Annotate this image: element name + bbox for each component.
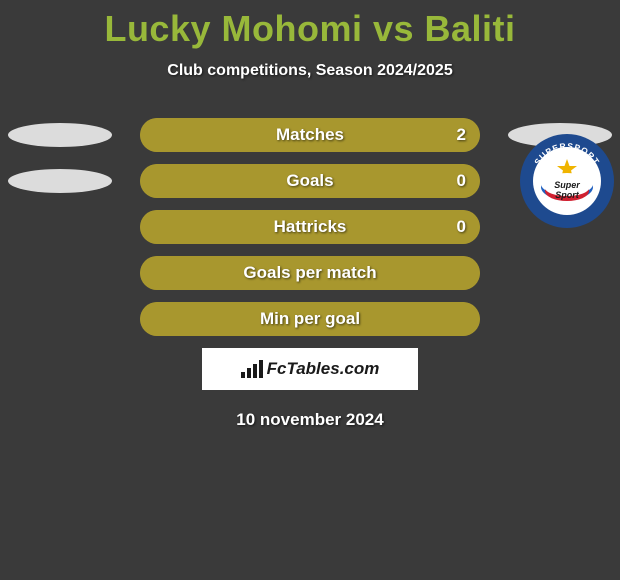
- date-text: 10 november 2024: [0, 410, 620, 430]
- stat-label: Min per goal: [140, 302, 480, 336]
- stats-section: Matches2 Goals0SUPERSPORTUNITED FCSuperSp…: [0, 118, 620, 336]
- page-title: Lucky Mohomi vs Baliti: [0, 0, 620, 50]
- stat-row: Goals0SUPERSPORTUNITED FCSuperSport: [0, 164, 620, 198]
- stat-value: 0: [457, 164, 466, 198]
- fctables-text: FcTables.com: [267, 359, 380, 379]
- stat-label: Hattricks: [140, 210, 480, 244]
- stat-bar: Hattricks0: [140, 210, 480, 244]
- stat-bar: Goals0: [140, 164, 480, 198]
- stat-row: Min per goal: [0, 302, 620, 336]
- fctables-watermark: FcTables.com: [202, 348, 418, 390]
- stat-label: Goals: [140, 164, 480, 198]
- stat-row: Hattricks0: [0, 210, 620, 244]
- stat-row: Goals per match: [0, 256, 620, 290]
- stat-label: Matches: [140, 118, 480, 152]
- svg-text:Super: Super: [554, 180, 580, 190]
- stat-bar: Goals per match: [140, 256, 480, 290]
- stat-bar: Matches2: [140, 118, 480, 152]
- stat-value: 2: [457, 118, 466, 152]
- bars-icon: [241, 360, 263, 378]
- player-left-placeholder: [8, 169, 112, 193]
- svg-text:Sport: Sport: [555, 190, 580, 200]
- player-left-placeholder: [8, 123, 112, 147]
- stat-bar: Min per goal: [140, 302, 480, 336]
- stat-value: 0: [457, 210, 466, 244]
- subtitle: Club competitions, Season 2024/2025: [0, 62, 620, 80]
- stat-label: Goals per match: [140, 256, 480, 290]
